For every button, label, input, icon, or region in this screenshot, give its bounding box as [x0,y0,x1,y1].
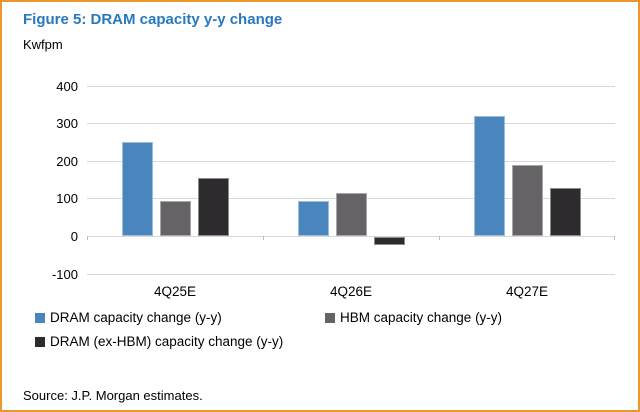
gridline-300 [87,123,615,125]
y-tick-0: 0 [70,228,78,244]
x-axis-tick [263,236,264,241]
legend-item-series-1: HBM capacity change (y-y) [325,310,615,325]
bar-4Q27E-series-0 [473,116,505,237]
x-category-label-4Q27E: 4Q27E [505,284,549,299]
legend-label: DRAM capacity change (y-y) [50,310,222,325]
legend-item-series-0: DRAM capacity change (y-y) [35,310,325,325]
figure-title: Figure 5: DRAM capacity y-y change [23,11,283,28]
legend-swatch-icon [35,312,45,323]
legend-swatch-icon [35,336,45,347]
legend-label: HBM capacity change (y-y) [340,310,503,325]
legend-row: DRAM (ex-HBM) capacity change (y-y) [35,334,615,349]
legend-row: DRAM capacity change (y-y) HBM capacity c… [35,310,615,325]
y-axis-unit-label: Kwfpm [23,37,63,52]
bar-4Q27E-series-2 [549,187,581,237]
x-axis-tick [439,236,440,241]
bar-4Q25E-series-0 [121,142,153,237]
y-tick-300: 300 [56,116,78,132]
source-note: Source: J.P. Morgan estimates. [23,388,203,403]
gridline--100 [87,273,615,275]
x-axis-tick [87,236,88,241]
gridline-200 [87,160,615,162]
bar-4Q25E-series-2 [197,178,229,237]
bar-4Q26E-series-0 [297,200,329,237]
x-axis-tick [614,236,615,241]
gridline-0 [87,235,615,237]
plot-area [87,85,615,275]
legend-label: DRAM (ex-HBM) capacity change (y-y) [50,334,284,349]
x-category-label-4Q26E: 4Q26E [329,284,373,299]
y-tick-100: 100 [56,191,78,207]
y-tick--100: -100 [51,266,78,282]
y-tick-400: 400 [56,78,78,94]
y-tick-200: 200 [56,153,78,169]
chart-legend: DRAM capacity change (y-y) HBM capacity c… [35,310,615,358]
legend-swatch-icon [325,312,335,323]
x-category-label-4Q25E: 4Q25E [153,284,197,299]
bar-4Q26E-series-2 [373,237,405,245]
legend-item-series-2: DRAM (ex-HBM) capacity change (y-y) [35,334,337,349]
bar-4Q27E-series-1 [511,164,543,237]
bar-4Q25E-series-1 [159,200,191,237]
gridline-400 [87,85,615,87]
bar-4Q26E-series-1 [335,193,367,237]
